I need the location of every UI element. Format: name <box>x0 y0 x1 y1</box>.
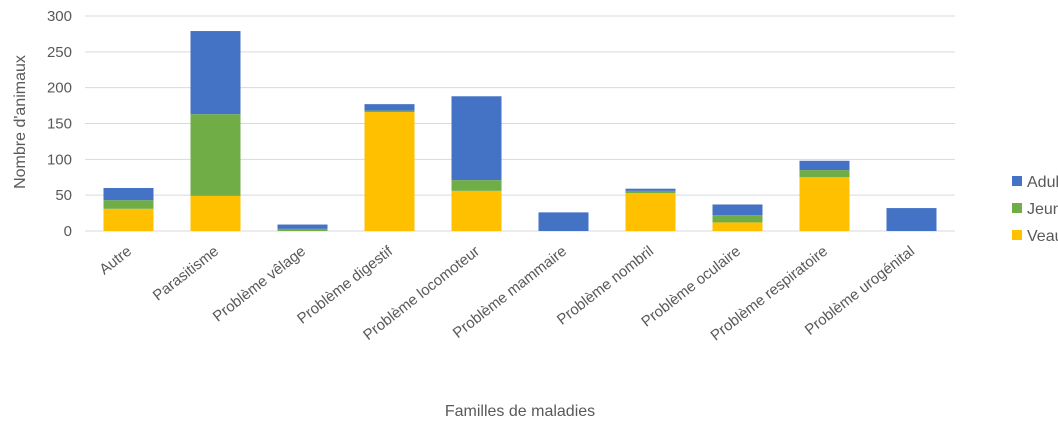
bar-segment-adulte <box>451 96 502 181</box>
legend-swatch-veau <box>1012 230 1022 240</box>
legend-swatch-jeune <box>1012 203 1022 213</box>
bar-segment-adulte <box>886 208 937 231</box>
legend: Adulte Jeune Veau <box>1012 174 1058 245</box>
bar-segment-adulte <box>712 204 763 216</box>
bar-segment-jeune <box>277 228 328 231</box>
legend-label-adulte: Adulte <box>1027 174 1058 191</box>
y-axis-title: Nombre d'animaux <box>12 55 29 189</box>
bar-segment-adulte <box>625 188 676 191</box>
bar-segment-adulte <box>538 212 589 231</box>
y-tick-label: 150 <box>47 116 72 133</box>
y-tick-label: 200 <box>47 80 72 97</box>
y-tick-label: 100 <box>47 151 72 168</box>
bar-segment-veau <box>451 190 502 231</box>
y-tick-label: 250 <box>47 44 72 61</box>
legend-swatch-adulte <box>1012 176 1022 186</box>
y-tick-label: 0 <box>64 223 72 240</box>
bar-segment-adulte <box>364 104 415 111</box>
legend-label-jeune: Jeune <box>1027 201 1058 218</box>
bar-segment-jeune <box>625 190 676 194</box>
bar-segment-jeune <box>451 180 502 191</box>
x-tick-label: Parasitisme <box>150 243 222 305</box>
bar-segment-veau <box>625 193 676 231</box>
bar-segment-veau <box>364 112 415 231</box>
x-axis-title: Familles de maladies <box>445 403 595 420</box>
bar-segment-adulte <box>190 31 241 115</box>
bar-segment-veau <box>190 195 241 231</box>
bar-segment-adulte <box>277 224 328 229</box>
bar-segment-jeune <box>712 215 763 223</box>
bar-segment-jeune <box>190 114 241 196</box>
y-tick-label: 300 <box>47 8 72 25</box>
bars <box>103 31 937 231</box>
bar-segment-jeune <box>799 170 850 178</box>
bar-segment-veau <box>799 177 850 231</box>
bar-segment-adulte <box>103 188 154 201</box>
legend-label-veau: Veau <box>1027 228 1058 245</box>
bar-segment-jeune <box>103 200 154 209</box>
y-axis-ticks: 0 50 100 150 200 250 300 <box>47 8 72 240</box>
bar-segment-veau <box>712 222 763 231</box>
bar-segment-jeune <box>364 110 415 113</box>
bar-segment-adulte <box>799 160 850 171</box>
x-tick-label: Autre <box>96 243 135 278</box>
y-tick-label: 50 <box>55 187 72 204</box>
bar-segment-veau <box>103 208 154 231</box>
